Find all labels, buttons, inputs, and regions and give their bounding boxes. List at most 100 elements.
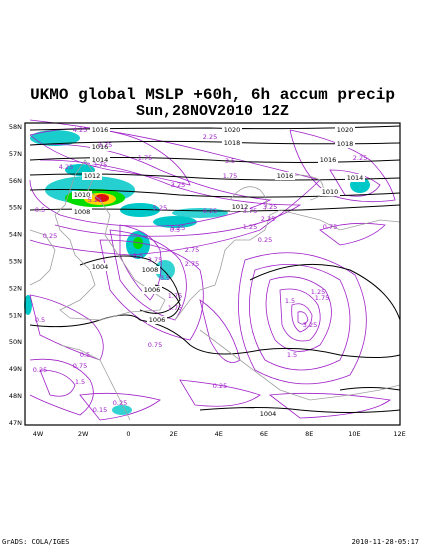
- precip-label: 5.25: [88, 196, 102, 204]
- precip-label: 3.75: [148, 256, 162, 264]
- longitude-tick-label: 12E: [393, 430, 405, 438]
- latitude-tick-label: 48N: [9, 392, 22, 400]
- latitude-tick-label: 56N: [9, 177, 22, 185]
- precip-label: 0.25: [213, 382, 227, 390]
- precip-label: 1.75: [315, 294, 329, 302]
- precip-label: 5.25: [171, 224, 185, 232]
- plot-frame: [24, 122, 401, 426]
- precip-fill: [24, 295, 32, 315]
- precip-label: 3.75: [243, 207, 257, 215]
- isobar-label-bg: [222, 139, 242, 147]
- latitude-tick-label: 51N: [9, 311, 22, 319]
- longitude-tick-label: 2E: [169, 430, 177, 438]
- isobar-label-bg: [90, 126, 110, 134]
- precip-label: 4.25: [73, 126, 87, 134]
- isobar-label: 1016: [277, 172, 294, 180]
- precip-label: 2.75: [185, 246, 199, 254]
- isobar-label: 1018: [224, 139, 241, 147]
- precip-label: 2.75: [185, 260, 199, 268]
- isobar-label-bg: [147, 316, 167, 324]
- precip-fill: [172, 208, 228, 218]
- latitude-tick-label: 54N: [9, 231, 22, 239]
- isobar-label-bg: [335, 126, 355, 134]
- precip-label: 0.5: [35, 206, 45, 214]
- precip-label: 4.25: [59, 163, 73, 171]
- precip-label: 3.75: [93, 161, 107, 169]
- precip-label: 2.25: [353, 154, 367, 162]
- isobar-label: 1020: [224, 126, 241, 134]
- precip-label: 1.75: [168, 292, 182, 300]
- isobar-label-bg: [222, 126, 242, 134]
- latitude-tick-label: 55N: [9, 204, 22, 212]
- chart-subtitle: Sun,28NOV2010 12Z: [135, 103, 290, 120]
- longitude-tick-label: 2W: [78, 430, 89, 438]
- latitude-tick-label: 57N: [9, 150, 22, 158]
- isobar-label: 1014: [92, 156, 109, 164]
- precip-label: 0.15: [93, 406, 107, 414]
- isobar-label-bg: [345, 174, 365, 182]
- precip-label: 0.75: [323, 223, 337, 231]
- latitude-tick-label: 58N: [9, 123, 22, 131]
- precip-label: 0.25: [33, 366, 47, 374]
- precip-label: 8.5: [133, 252, 143, 260]
- precip-label: 0.75: [73, 362, 87, 370]
- precip-label: 0.5: [170, 226, 180, 234]
- precip-fill: [95, 194, 109, 202]
- latitude-tick-label: 47N: [9, 419, 22, 427]
- isobar-label-bg: [230, 203, 250, 211]
- latitude-tick-label: 53N: [9, 258, 22, 266]
- isobar-label: 1012: [84, 172, 101, 180]
- footer-credit: GrADS: COLA/IGES: [2, 538, 70, 546]
- isobar-label-bg: [142, 286, 162, 294]
- precip-fill: [153, 216, 197, 228]
- precip-label: 3.5: [225, 157, 235, 165]
- precip-label: 1.5: [75, 378, 85, 386]
- precip-label: 2.25: [261, 215, 275, 223]
- precip-label: 1.75: [223, 172, 237, 180]
- latitude-tick-label: 52N: [9, 284, 22, 292]
- precip-label: 0.5: [35, 316, 45, 324]
- longitude-tick-label: 4W: [33, 430, 44, 438]
- isobar-label: 1010: [322, 188, 339, 196]
- longitude-tick-label: 4E: [215, 430, 223, 438]
- isobar-label: 1004: [260, 410, 277, 418]
- chart-title: UKMO global MSLP +60h, 6h accum precip: [30, 86, 395, 104]
- precip-label: 1.25: [311, 288, 325, 296]
- isobar-label: 1004: [92, 263, 109, 271]
- precip-label: 1.5: [285, 297, 295, 305]
- longitude-tick-label: 10E: [348, 430, 360, 438]
- isobar-label: 1016: [92, 143, 109, 151]
- precip-label: 1.25: [243, 223, 257, 231]
- isobar-label: 1008: [74, 208, 91, 216]
- coastlines: [29, 159, 401, 421]
- isobar-label-bg: [82, 172, 102, 180]
- isobar-label-bg: [90, 263, 110, 271]
- isobar-label-bg: [90, 143, 110, 151]
- precip-label: 0.75: [148, 341, 162, 349]
- precip-label: 3.25: [303, 321, 317, 329]
- footer-timestamp: 2010-11-28-05:17: [351, 538, 419, 546]
- isobar-label-bg: [72, 191, 92, 199]
- precip-fill: [112, 405, 132, 415]
- precip-label: 1.5: [287, 351, 297, 359]
- isobar-label-bg: [258, 410, 278, 418]
- precip-label: 6.25: [203, 207, 217, 215]
- isobar-label-bg: [320, 188, 340, 196]
- precip-label: 0.25: [113, 399, 127, 407]
- longitude-tick-label: 0: [126, 430, 130, 438]
- isobar-label-bg: [140, 266, 160, 274]
- precip-label: 5.25: [153, 204, 167, 212]
- longitude-tick-label: 6E: [260, 430, 268, 438]
- isobar-label: 1018: [337, 140, 354, 148]
- isobar-label: 1006: [144, 286, 161, 294]
- latitude-tick-label: 50N: [9, 338, 22, 346]
- isobar-labels: 1016 1016 1014 1012 1010 1008 1004 1006 1020 1018…: [72, 126, 365, 418]
- isobar-label-bg: [275, 172, 295, 180]
- precip-fill: [30, 130, 80, 146]
- precip-label: 0.25: [43, 232, 57, 240]
- isobar-label: 1012: [232, 203, 249, 211]
- isobar-label: 1008: [142, 266, 159, 274]
- longitude-axis: 4W 2W 0 2E 4E 6E 8E 10E 12E: [33, 430, 406, 438]
- precip-label: 1.75: [138, 154, 152, 162]
